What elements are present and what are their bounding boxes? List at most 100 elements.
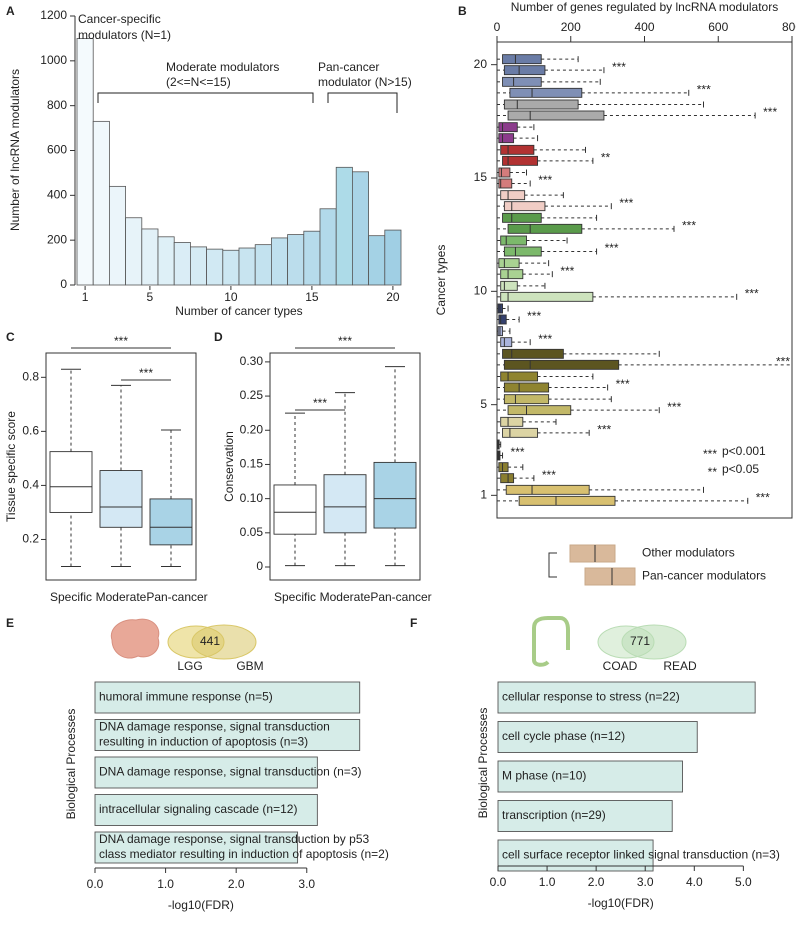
venn-set bbox=[621, 624, 687, 660]
bar-label: cellular response to stress (n=22) bbox=[502, 690, 680, 704]
bar bbox=[222, 249, 240, 286]
x-tick-label: 1.0 bbox=[539, 875, 556, 889]
y-axis-label: Cancer types bbox=[434, 245, 448, 316]
significance: *** bbox=[338, 334, 352, 348]
bar bbox=[368, 235, 386, 286]
box bbox=[498, 178, 513, 189]
box bbox=[503, 65, 546, 76]
legend-label: p<0.001 bbox=[722, 444, 766, 458]
bar bbox=[157, 236, 175, 286]
x-tick-label: 0 bbox=[494, 20, 501, 34]
box bbox=[503, 201, 546, 212]
bar bbox=[94, 756, 318, 789]
bar-label: resulting in induction of apoptosis (n=3… bbox=[99, 735, 308, 749]
bar bbox=[238, 247, 256, 286]
colon-shape bbox=[532, 616, 570, 667]
bar bbox=[287, 234, 305, 286]
x-tick-label: 1 bbox=[82, 290, 89, 304]
x-tick-label: Moderate bbox=[320, 590, 371, 604]
x-tick-label: 10 bbox=[224, 290, 238, 304]
box bbox=[502, 76, 542, 87]
y-axis-label: Number of lncRNA modulators bbox=[8, 69, 22, 231]
significance: *** bbox=[612, 60, 626, 74]
box bbox=[518, 495, 616, 506]
bracket-moderate bbox=[97, 92, 314, 103]
significance: *** bbox=[682, 219, 696, 233]
venn-overlap: 771 bbox=[630, 634, 650, 648]
bar bbox=[94, 794, 318, 826]
x-tick-label: 0.0 bbox=[490, 875, 507, 889]
bar-label: transcription (n=29) bbox=[502, 808, 606, 822]
y-tick-label: 0.6 bbox=[22, 424, 39, 438]
significance: *** bbox=[527, 309, 541, 323]
bar bbox=[270, 237, 288, 286]
y-axis-label: Tissue specific score bbox=[4, 411, 18, 522]
x-tick-label: 1.0 bbox=[157, 877, 174, 891]
y-tick-label: 0.30 bbox=[240, 354, 264, 368]
box bbox=[500, 416, 524, 427]
bar-label: M phase (n=10) bbox=[502, 769, 586, 783]
plot-frame bbox=[45, 352, 197, 581]
bar-label: cell surface receptor linked signal tran… bbox=[502, 848, 780, 862]
x-tick-label: 4.0 bbox=[686, 875, 703, 889]
box bbox=[498, 258, 520, 269]
annotation: Cancer-specific bbox=[78, 12, 161, 26]
legend-mark: ** bbox=[708, 465, 718, 479]
panel-label: E bbox=[6, 616, 14, 630]
y-tick-label: 0.2 bbox=[22, 532, 39, 546]
bar bbox=[92, 120, 110, 286]
annotation: Pan-cancer bbox=[318, 60, 379, 74]
colon-icon bbox=[532, 616, 570, 667]
y-tick-label: 600 bbox=[47, 143, 67, 157]
bar bbox=[76, 38, 94, 286]
bar bbox=[206, 248, 224, 286]
bar bbox=[125, 217, 143, 286]
bar-label: DNA damage response, signal transduction… bbox=[99, 832, 369, 846]
bar bbox=[351, 171, 369, 286]
significance: *** bbox=[560, 264, 574, 278]
bar bbox=[189, 246, 207, 286]
bar-label: DNA damage response, signal transduction bbox=[99, 720, 330, 734]
significance: *** bbox=[542, 468, 556, 482]
bar bbox=[173, 242, 191, 286]
bar bbox=[109, 185, 127, 286]
box bbox=[498, 133, 515, 144]
bar bbox=[384, 229, 402, 286]
legend-mark: *** bbox=[703, 447, 717, 461]
venn-set bbox=[191, 624, 257, 660]
bar bbox=[254, 244, 272, 286]
box bbox=[373, 461, 417, 529]
y-tick-label: 0 bbox=[60, 277, 67, 291]
box bbox=[509, 87, 583, 98]
legend-label: Pan-cancer modulators bbox=[642, 569, 766, 583]
box bbox=[503, 99, 579, 110]
significance: *** bbox=[511, 445, 525, 459]
x-tick-label: Specific bbox=[274, 590, 316, 604]
box bbox=[503, 382, 550, 393]
box bbox=[502, 348, 564, 359]
box bbox=[500, 337, 513, 348]
bar bbox=[497, 760, 683, 793]
legend-label: Other modulators bbox=[642, 546, 735, 560]
bar bbox=[497, 800, 673, 832]
x-axis-label: Number of genes regulated by lncRNA modu… bbox=[511, 0, 778, 14]
y-tick-label: 5 bbox=[480, 397, 487, 411]
box bbox=[498, 462, 509, 473]
y-tick-label: 1200 bbox=[40, 8, 67, 22]
y-tick-label: 0.05 bbox=[240, 525, 264, 539]
y-tick-label: 0.20 bbox=[240, 422, 264, 436]
box bbox=[502, 212, 542, 223]
x-tick-label: 400 bbox=[634, 20, 654, 34]
panel-label: B bbox=[458, 4, 467, 18]
y-tick-label: 400 bbox=[47, 188, 67, 202]
box bbox=[507, 110, 605, 121]
brain-shape bbox=[110, 618, 160, 659]
significance: *** bbox=[616, 377, 630, 391]
bar bbox=[319, 208, 337, 286]
x-tick-label: 5 bbox=[147, 290, 154, 304]
y-axis-label: Biological Processes bbox=[64, 709, 78, 820]
box bbox=[500, 269, 524, 280]
box bbox=[505, 484, 590, 495]
significance: *** bbox=[597, 423, 611, 437]
significance: *** bbox=[538, 173, 552, 187]
